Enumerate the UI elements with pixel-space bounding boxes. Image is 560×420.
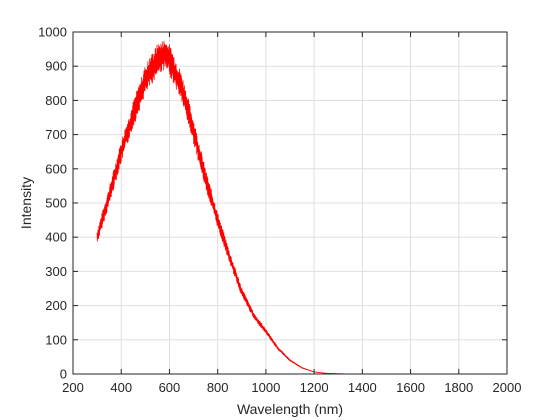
y-axis-ticks: 0 100 200 300 400 500 600 700 800 900 1000 <box>38 25 507 382</box>
x-tick-label: 1200 <box>300 380 329 395</box>
y-tick-label: 600 <box>45 161 67 176</box>
x-tick-label: 200 <box>62 380 84 395</box>
x-tick-label: 1400 <box>348 380 377 395</box>
x-tick-label: 1600 <box>396 380 425 395</box>
x-tick-label: 600 <box>159 380 181 395</box>
grid-lines <box>73 32 507 374</box>
y-tick-label: 500 <box>45 196 67 211</box>
y-tick-label: 300 <box>45 264 67 279</box>
x-axis-label: Wavelength (nm) <box>237 401 343 417</box>
y-tick-label: 900 <box>45 59 67 74</box>
x-tick-label: 1800 <box>444 380 473 395</box>
y-tick-label: 200 <box>45 298 67 313</box>
y-tick-label: 400 <box>45 230 67 245</box>
x-tick-label: 400 <box>110 380 132 395</box>
y-tick-label: 100 <box>45 332 67 347</box>
x-tick-label: 800 <box>207 380 229 395</box>
x-tick-label: 2000 <box>493 380 522 395</box>
y-tick-label: 700 <box>45 127 67 142</box>
y-tick-label: 0 <box>60 367 67 382</box>
y-axis-label: Intensity <box>18 177 34 229</box>
y-tick-label: 800 <box>45 93 67 108</box>
x-axis-ticks: 200 400 600 800 1000 1200 1400 1600 1800 2000 <box>62 32 521 395</box>
x-tick-label: 1000 <box>251 380 280 395</box>
y-tick-label: 1000 <box>38 25 67 40</box>
